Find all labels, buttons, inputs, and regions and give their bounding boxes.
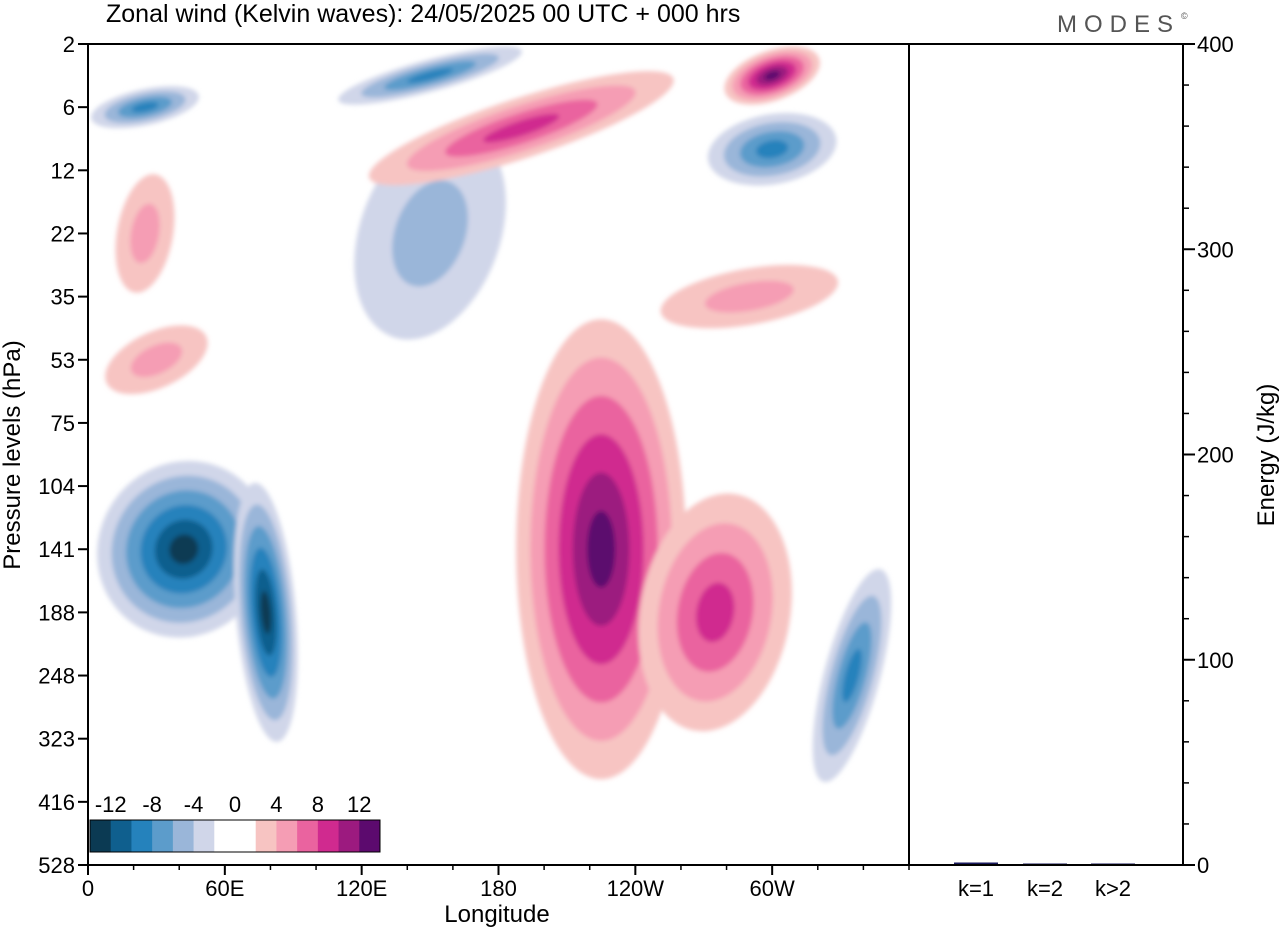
anomaly-negative-1 [97, 460, 271, 638]
anomaly-positive-10 [724, 46, 820, 105]
colorbar-swatch [172, 820, 195, 852]
anomaly-positive-12 [638, 493, 792, 732]
anomaly-positive-13 [660, 264, 839, 329]
y-tick-label: 188 [38, 600, 75, 625]
anomaly-contour-11-5 [586, 510, 616, 588]
energy-category-label: k>2 [1095, 876, 1131, 901]
anomaly-negative-6 [812, 569, 892, 783]
colorbar-swatch [276, 820, 298, 852]
anomaly-contour-4-3 [407, 68, 454, 83]
anomaly-contour-10-5 [764, 70, 781, 81]
x-tick-label: 60E [205, 876, 244, 901]
anomaly-negative-5 [707, 112, 837, 186]
colorbar-swatch [90, 820, 112, 852]
y-tick-label: 323 [38, 727, 75, 752]
x-axis: 0 60E 120E 180 120W 60W [82, 865, 910, 901]
anomaly-contour-0-3 [131, 101, 159, 113]
energy-y-tick-label: 0 [1197, 853, 1209, 878]
anomaly-contour-3-1 [392, 180, 468, 287]
anomaly-negative-4 [338, 46, 522, 105]
energy-axis-label: Energy (J/kg) [1253, 384, 1280, 527]
energy-y-tick-label: 400 [1197, 32, 1234, 57]
modes-logo: MODES [1057, 11, 1180, 38]
colorbar-swatch [110, 820, 132, 852]
colorbar-tick-label: 0 [229, 792, 241, 817]
y-tick-label: 2 [63, 32, 75, 57]
colorbar-tick-label: 8 [312, 792, 324, 817]
anomaly-contour-5-3 [756, 140, 789, 159]
wind-anomaly-field [91, 46, 892, 783]
energy-y-axis: 0 100 200 300 400 [1183, 32, 1234, 878]
colorbar-swatch [152, 820, 174, 852]
colorbar-swatch [359, 820, 381, 852]
colorbar-swatch [255, 820, 277, 852]
y-tick-label: 35 [51, 285, 75, 310]
colorbar-tick-label: -8 [142, 792, 162, 817]
anomaly-negative-2 [233, 482, 298, 742]
anomaly-contour-7-1 [130, 342, 183, 377]
y-tick-label: 22 [51, 221, 75, 246]
energy-category-label: k=2 [1027, 876, 1063, 901]
colorbar-swatch [235, 820, 257, 852]
energy-category-label: k=1 [958, 876, 994, 901]
colorbar: -12 -8 -4 0 4 8 12 [88, 788, 383, 854]
anomaly-contours [91, 46, 892, 783]
anomaly-positive-8 [115, 174, 175, 293]
x-tick-label: 120W [607, 876, 665, 901]
energy-y-tick-label: 200 [1197, 443, 1234, 468]
colorbar-swatch [297, 820, 319, 852]
colorbar-tick-label: -12 [95, 792, 127, 817]
hovmoller-panel: -12 -8 -4 0 4 8 12 0 60E 120E 180 120W 60W 2 6 12 22 35… [0, 32, 910, 928]
anomaly-positive-9 [368, 71, 674, 186]
y-tick-label: 104 [38, 474, 75, 499]
colorbar-swatch [317, 820, 340, 852]
chart-title: Zonal wind (Kelvin waves): 24/05/2025 00… [106, 0, 740, 28]
colorbar-swatch [131, 820, 153, 852]
y-tick-label: 6 [63, 95, 75, 120]
colorbar-swatch [338, 820, 360, 852]
colorbar-swatch [214, 820, 236, 852]
anomaly-contour-13-1 [704, 280, 794, 313]
y-tick-label: 248 [38, 664, 75, 689]
anomaly-contour-8-1 [130, 203, 160, 264]
colorbar-frame [89, 819, 381, 853]
logo-mark: © [1181, 11, 1188, 21]
y-tick-label: 75 [51, 411, 75, 436]
energy-y-tick-label: 100 [1197, 648, 1234, 673]
y-tick-label: 53 [51, 348, 75, 373]
anomaly-contour-12-3 [695, 582, 735, 643]
x-tick-label: 60W [750, 876, 795, 901]
y-tick-label: 528 [38, 853, 75, 878]
energy-y-tick-label: 300 [1197, 237, 1234, 262]
colorbar-tick-label: 12 [347, 792, 371, 817]
energy-bar [954, 862, 998, 865]
colorbar-tick-label: 4 [270, 792, 282, 817]
y-tick-label: 12 [51, 158, 75, 183]
anomaly-contour-1-5 [169, 534, 199, 564]
y-axis-label: Pressure levels (hPa) [0, 340, 26, 569]
y-tick-label: 416 [38, 790, 75, 815]
anomaly-negative-0 [91, 86, 199, 129]
x-tick-label: 180 [480, 876, 517, 901]
x-tick-label: 0 [82, 876, 94, 901]
colorbar-swatch [193, 820, 215, 852]
colorbar-tick-label: -4 [184, 792, 204, 817]
y-axis: 2 6 12 22 35 53 75 104 141 188 248 323 416 528 [38, 32, 88, 878]
x-tick-label: 120E [336, 876, 387, 901]
energy-x-axis: k=1 k=2 k>2 [958, 876, 1131, 901]
x-axis-label: Longitude [444, 901, 549, 928]
anomaly-contour-9-3 [483, 113, 560, 143]
energy-panel: 0 100 200 300 400 k=1 k=2 k>2 Energy (J/kg) [909, 32, 1280, 901]
anomaly-contour-2-5 [260, 590, 272, 635]
anomaly-contour-6-3 [842, 648, 862, 703]
anomaly-positive-7 [105, 325, 208, 395]
y-tick-label: 141 [38, 537, 75, 562]
